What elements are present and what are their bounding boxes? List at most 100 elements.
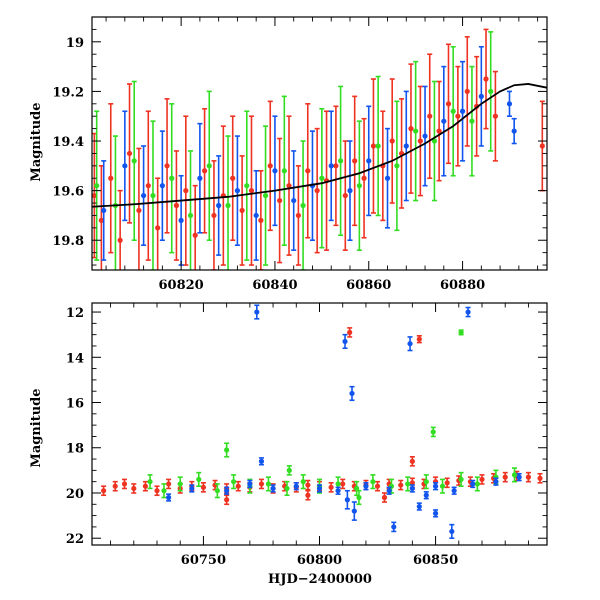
green-data-point [161, 488, 167, 494]
red-data-point [230, 175, 236, 181]
red-data-point [211, 212, 217, 219]
red-data-point [183, 188, 189, 194]
bottom-x-tick-label: 60800 [297, 553, 342, 568]
red-data-point [145, 183, 151, 189]
red-data-point [342, 192, 348, 199]
bottom-xlabel: HJD−2400000 [268, 572, 372, 587]
red-data-point [417, 138, 423, 144]
blue-data-point [416, 503, 422, 510]
green-data-point [300, 479, 306, 485]
green-data-point [131, 158, 137, 164]
bottom-panel: 60750 60800 60850 12 14 16 18 20 22 Magnitude HJ… [29, 302, 548, 587]
red-data-point [267, 163, 273, 169]
blue-data-point [384, 175, 391, 181]
blue-data-point [351, 508, 357, 514]
red-data-point [389, 138, 395, 144]
green-data-point [439, 483, 446, 489]
bottom-x-tick-label: 60850 [413, 553, 458, 568]
top-x-tick-label: 60880 [440, 278, 485, 293]
green-data-point [423, 479, 429, 485]
top-y-tick-label: 19.8 [52, 234, 84, 249]
red-data-point [483, 76, 489, 82]
red-data-point [164, 163, 170, 169]
red-data-point [248, 188, 255, 194]
top-y-tick-label: 19.4 [52, 135, 84, 150]
blue-data-point [189, 485, 195, 492]
red-data-point [409, 458, 415, 464]
red-data-point [502, 474, 508, 480]
blue-data-point [451, 488, 457, 494]
blue-data-point [216, 202, 222, 209]
green-data-point [488, 88, 494, 95]
green-data-point [319, 175, 325, 181]
red-data-point [409, 480, 415, 486]
green-data-point [262, 192, 269, 199]
top-axes-frame [91, 16, 548, 271]
blue-data-point [224, 488, 230, 494]
blue-data-point [253, 212, 259, 219]
red-data-point [539, 143, 545, 149]
green-data-point [356, 494, 362, 501]
bottom-data-layer [101, 304, 543, 540]
green-data-point [394, 163, 400, 169]
red-data-point [398, 482, 404, 488]
red-data-point [444, 480, 450, 486]
red-data-point [131, 485, 137, 492]
top-x-tick-label: 60860 [346, 278, 391, 293]
green-data-point [370, 479, 376, 485]
green-data-point [94, 183, 100, 189]
green-data-point [244, 183, 250, 189]
blue-data-point [470, 481, 476, 487]
green-data-point [430, 429, 436, 435]
red-data-point [381, 494, 388, 501]
red-data-point [277, 197, 283, 204]
green-data-point [214, 488, 220, 494]
red-data-point [455, 113, 461, 119]
top-y-tick-label: 19.6 [52, 185, 84, 200]
blue-data-point [342, 338, 348, 345]
red-data-point [361, 175, 367, 181]
red-data-point [286, 183, 292, 189]
blue-data-point [366, 158, 372, 164]
red-data-point [192, 232, 198, 238]
blue-data-point [254, 309, 260, 315]
bottom-y-tick-label: 20 [66, 487, 84, 502]
green-data-point [338, 158, 344, 164]
green-data-point [375, 143, 381, 149]
blue-data-point [432, 483, 439, 489]
blue-data-point [140, 192, 147, 199]
bottom-y-tick-label: 18 [66, 442, 84, 457]
red-data-point [117, 237, 123, 243]
red-data-point [427, 113, 433, 119]
red-data-point [295, 212, 301, 219]
blue-data-point [403, 143, 409, 149]
red-data-point [173, 202, 180, 209]
bottom-ylabel: Magnitude [29, 388, 44, 467]
green-data-point [231, 479, 237, 485]
red-data-point [112, 483, 118, 489]
top-y-tick-label: 19 [66, 36, 84, 51]
red-data-point [370, 143, 377, 149]
red-data-point [121, 481, 128, 487]
blue-data-point [478, 93, 484, 99]
green-data-point [206, 163, 212, 169]
red-data-point [436, 128, 442, 134]
green-data-point [169, 175, 175, 181]
red-data-point [305, 168, 311, 174]
green-data-point [431, 138, 438, 144]
green-data-point [335, 481, 341, 487]
green-data-point [286, 467, 292, 473]
green-data-point [187, 212, 194, 219]
blue-data-point [449, 528, 455, 535]
top-x-tick-label: 60820 [159, 278, 204, 293]
blue-data-point [423, 492, 429, 498]
bottom-x-tick-label: 60750 [181, 553, 226, 568]
blue-data-point [258, 458, 265, 464]
top-panel: 60820 60840 60860 60880 19 19.2 19.4 19.6 19.8 M… [29, 16, 548, 293]
green-data-point [150, 192, 156, 199]
green-data-point [265, 481, 272, 487]
red-data-point [224, 497, 230, 503]
red-data-point [416, 336, 422, 342]
blue-data-point [511, 128, 517, 134]
